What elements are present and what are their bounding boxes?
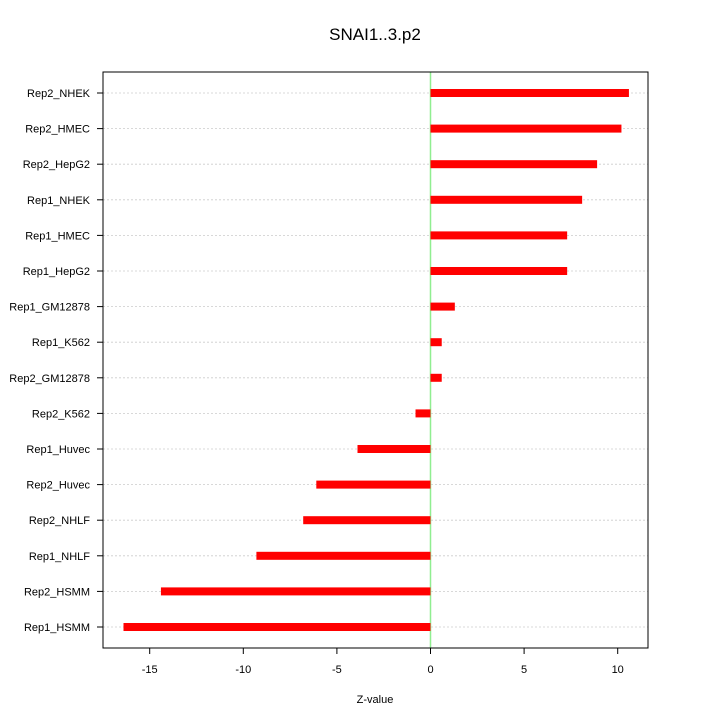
bar-rep1-k562: [430, 338, 442, 347]
category-label: Rep2_HepG2: [23, 159, 90, 171]
bar-rep2-huvec: [316, 480, 431, 489]
bar-rep2-nhek: [430, 89, 629, 97]
chart-title: SNAI1..3.p2: [329, 25, 421, 44]
gridlines: [103, 92, 648, 628]
category-label: Rep2_GM12878: [9, 373, 90, 385]
category-label: Rep1_K562: [32, 337, 90, 349]
bar-rep1-hsmm: [123, 623, 431, 631]
category-label: Rep2_HSMM: [24, 586, 90, 598]
bar-rep1-nhlf: [256, 551, 431, 560]
category-label: Rep1_NHEK: [27, 195, 91, 207]
category-labels: Rep2_NHEK Rep2_HMEC Rep2_HepG2 Rep1_NHEK Rep…: [9, 88, 103, 634]
bars: [123, 89, 629, 631]
bar-rep2-hmec: [430, 124, 622, 133]
x-axis: -15 -10 -5 0 5 10: [142, 648, 624, 676]
bar-rep2-gm12878: [430, 373, 442, 382]
category-label: Rep1_HepG2: [23, 266, 90, 278]
category-label: Rep1_NHLF: [29, 551, 90, 563]
category-label: Rep2_HMEC: [25, 124, 90, 136]
category-label: Rep2_NHLF: [29, 515, 90, 527]
x-axis-title: Z-value: [357, 694, 394, 706]
x-tick-label: 10: [612, 664, 624, 676]
bar-rep2-k562: [415, 409, 431, 418]
x-tick-label: -10: [235, 664, 251, 676]
bar-rep1-gm12878: [430, 302, 455, 311]
category-label: Rep1_GM12878: [9, 302, 90, 314]
bar-rep1-nhek: [430, 195, 583, 204]
category-label: Rep2_Huvec: [26, 480, 90, 492]
category-label: Rep2_K562: [32, 408, 90, 420]
bar-rep1-hmec: [430, 231, 568, 240]
category-label: Rep2_NHEK: [27, 88, 91, 100]
x-tick-label: -15: [142, 664, 158, 676]
plot-frame: [102, 71, 649, 649]
bar-rep2-hepg2: [430, 160, 598, 169]
x-tick-label: -5: [332, 664, 342, 676]
bar-rep1-huvec: [357, 445, 431, 453]
bar-rep1-hepg2: [430, 267, 568, 275]
category-label: Rep1_HMEC: [25, 230, 90, 242]
x-tick-label: 0: [427, 664, 433, 676]
x-tick-label: 5: [521, 664, 527, 676]
bar-rep2-hsmm: [160, 587, 431, 596]
category-label: Rep1_HSMM: [24, 622, 90, 634]
bar-rep2-nhlf: [303, 516, 431, 525]
category-label: Rep1_Huvec: [26, 444, 90, 456]
